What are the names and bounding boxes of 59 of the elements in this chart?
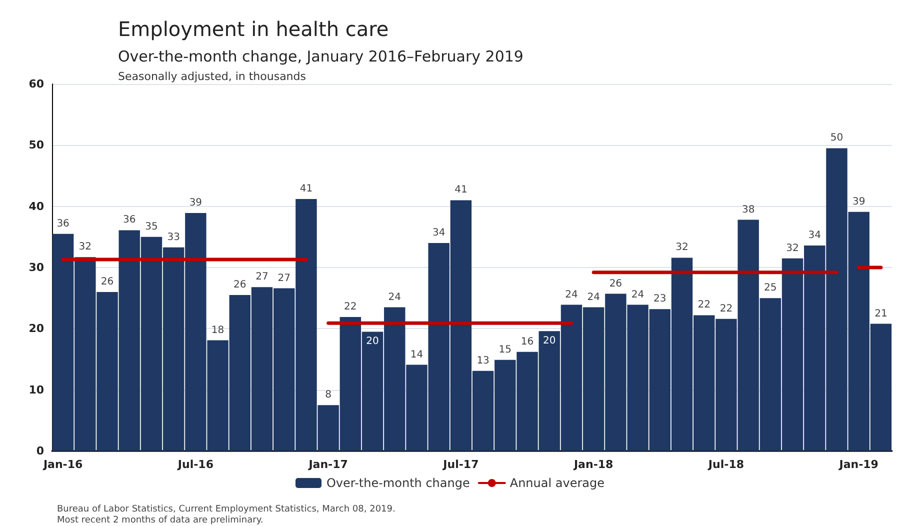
data-label: 39 bbox=[189, 198, 202, 209]
data-label: 35 bbox=[145, 221, 158, 232]
x-tick-label: Jul-18 bbox=[707, 458, 744, 471]
data-label: 41 bbox=[300, 183, 313, 194]
data-label: 20 bbox=[543, 336, 556, 347]
data-label: 14 bbox=[410, 349, 424, 360]
legend-label: Over-the-month change bbox=[326, 476, 470, 490]
x-tick-label: Jan-17 bbox=[308, 458, 348, 471]
data-label: 24 bbox=[631, 289, 644, 300]
legend-label: Annual average bbox=[510, 476, 605, 490]
data-label: 20 bbox=[366, 336, 379, 348]
data-label: 27 bbox=[278, 272, 290, 284]
data-label: 22 bbox=[344, 302, 357, 313]
data-label: 38 bbox=[742, 204, 755, 216]
data-label: 8 bbox=[325, 390, 332, 401]
y-tick-label: 20 bbox=[28, 322, 44, 336]
data-label: 39 bbox=[852, 196, 866, 208]
y-tick-label: 10 bbox=[28, 383, 44, 396]
chart-subtitle: Over-the-month change, January 2016–February 2019 bbox=[118, 48, 524, 66]
text: Bureau of Labor Statistics, Current Employment Statistics, March 08, 2019. bbox=[57, 504, 396, 514]
data-label: 26 bbox=[234, 280, 246, 291]
y-tick-label: 60 bbox=[28, 78, 44, 90]
y-tick-label: 50 bbox=[28, 138, 44, 152]
y-tick-label: 0 bbox=[36, 444, 44, 458]
y-tick-label: 30 bbox=[28, 261, 44, 274]
data-label: 32 bbox=[786, 242, 799, 254]
data-label: 34 bbox=[432, 228, 446, 239]
data-label: 32 bbox=[676, 242, 688, 254]
x-tick-label: Jan-19 bbox=[838, 458, 878, 471]
data-label: 26 bbox=[609, 278, 622, 290]
x-tick-label: Jul-16 bbox=[176, 458, 214, 471]
data-label: 18 bbox=[211, 324, 224, 336]
data-label: 32 bbox=[78, 242, 92, 253]
data-label: 36 bbox=[56, 218, 70, 230]
data-label: 24 bbox=[565, 289, 578, 300]
data-label: 15 bbox=[498, 344, 512, 356]
data-label: 25 bbox=[764, 282, 777, 294]
data-label: 24 bbox=[587, 292, 600, 303]
data-label: 23 bbox=[654, 294, 666, 305]
y-axis-title: Seasonally adjusted, in thousands bbox=[118, 70, 306, 83]
text: Most recent 2 months of data are preliminary. bbox=[57, 516, 264, 526]
data-label: 22 bbox=[698, 300, 710, 311]
data-label: 21 bbox=[874, 308, 888, 320]
data-label: 34 bbox=[808, 230, 821, 241]
data-label: 26 bbox=[100, 276, 114, 288]
data-label: 33 bbox=[167, 232, 180, 243]
data-label: 13 bbox=[476, 355, 490, 366]
x-tick-label: Jan-18 bbox=[572, 458, 614, 471]
data-label: 27 bbox=[256, 272, 268, 283]
x-tick-label: Jul-17 bbox=[442, 458, 479, 471]
chart-title: Employment in health care bbox=[118, 17, 389, 41]
data-label: 16 bbox=[520, 336, 534, 348]
data-label: 24 bbox=[388, 292, 401, 303]
data-label: 41 bbox=[454, 184, 468, 196]
data-label: 22 bbox=[720, 303, 733, 314]
y-tick-label: 40 bbox=[28, 200, 44, 213]
x-tick-label: Jan-16 bbox=[42, 458, 83, 471]
data-label: 50 bbox=[830, 132, 844, 144]
data-label: 36 bbox=[123, 214, 136, 226]
